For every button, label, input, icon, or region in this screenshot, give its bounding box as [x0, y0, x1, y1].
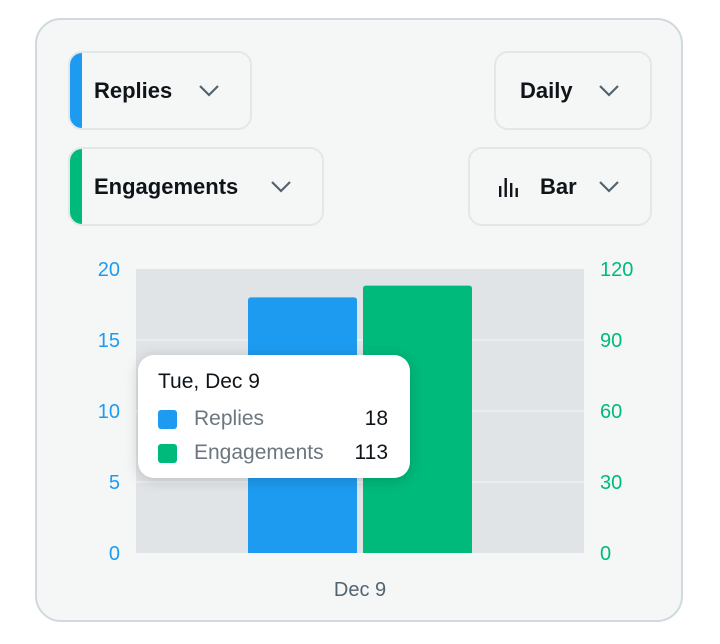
chart-type-dropdown[interactable]: Bar — [468, 147, 652, 226]
metric2-color-stripe — [70, 149, 82, 224]
tooltip-swatch-engagements — [158, 443, 177, 463]
left-axis-tick-label: 20 — [98, 259, 120, 281]
right-axis-tick-label: 60 — [600, 401, 622, 423]
tooltip-series-name: Engagements — [194, 441, 324, 464]
interval-dropdown[interactable]: Daily — [494, 51, 652, 130]
right-axis-tick-label: 0 — [600, 543, 611, 565]
right-axis-tick-label: 30 — [600, 472, 622, 494]
tooltip-series-value: 18 — [364, 407, 388, 430]
metric2-dropdown[interactable]: Engagements — [68, 147, 324, 226]
left-axis-tick-label: 5 — [109, 472, 120, 494]
left-axis-tick-label: 10 — [98, 401, 120, 423]
tooltip-series-name: Replies — [194, 407, 265, 430]
bar-chart-icon — [499, 177, 518, 197]
tooltip-row-engagements: Engagements 113 — [158, 440, 388, 466]
left-axis-tick-label: 0 — [109, 543, 120, 565]
tooltip-series-value: 113 — [354, 441, 388, 464]
chart-type-label: Bar — [540, 173, 577, 199]
tooltip-row-replies: Replies 18 — [158, 406, 388, 432]
bar-engagements[interactable] — [363, 285, 472, 553]
metric1-dropdown[interactable]: Replies — [68, 51, 252, 130]
chart-tooltip: Tue, Dec 9 Replies 18 Engagements 113 — [138, 355, 410, 478]
metric2-label: Engagements — [94, 173, 239, 199]
metric1-color-stripe — [70, 53, 82, 128]
tooltip-date: Tue, Dec 9 — [158, 370, 260, 393]
x-axis-tick-label: Dec 9 — [334, 579, 386, 601]
chevron-down-icon — [271, 180, 291, 193]
right-axis-tick-label: 120 — [600, 259, 633, 281]
metric1-label: Replies — [94, 77, 173, 103]
tooltip-swatch-replies — [158, 409, 177, 429]
interval-label: Daily — [520, 77, 573, 103]
chevron-down-icon — [199, 84, 219, 97]
right-axis-tick-label: 90 — [600, 330, 622, 352]
chevron-down-icon — [599, 84, 619, 97]
left-axis-tick-label: 15 — [98, 330, 120, 352]
chevron-down-icon — [599, 180, 619, 193]
